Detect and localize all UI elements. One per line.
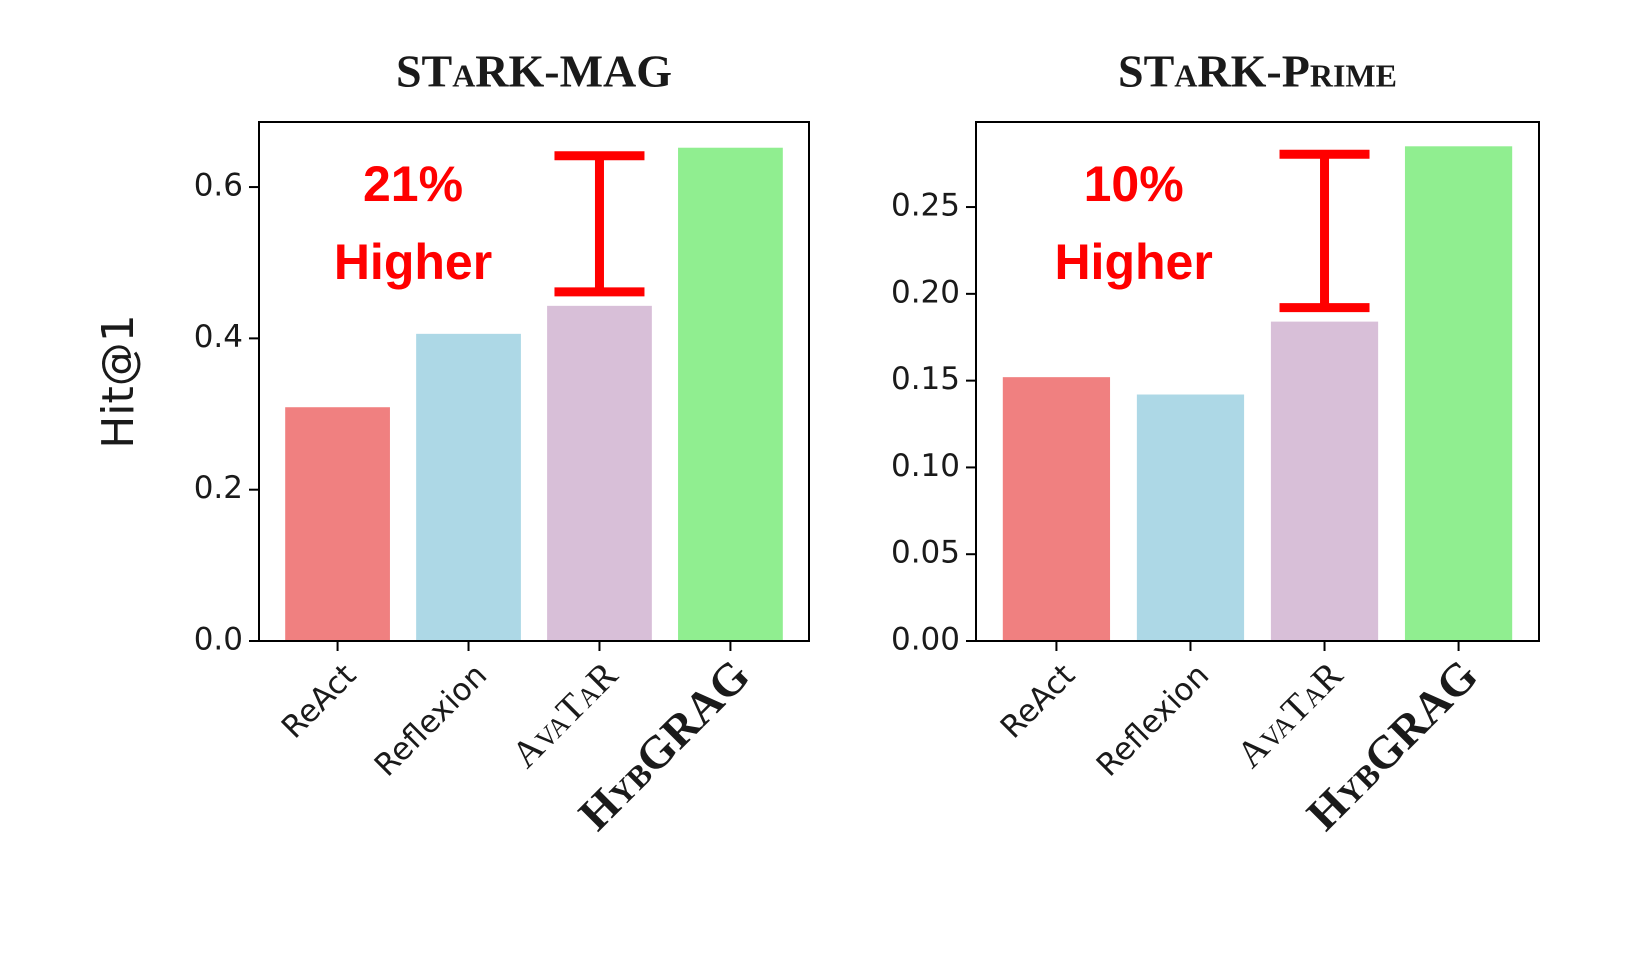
y-axis-label: Hit@1 (93, 314, 144, 449)
y-tick-label: 0.2 (194, 470, 243, 506)
y-tick-label: 0.6 (194, 168, 243, 204)
y-tick-label: 0.05 (891, 535, 960, 571)
chart-title: STaRK-MAG (396, 46, 672, 97)
improvement-bracket (1279, 149, 1370, 313)
bar (1404, 146, 1513, 641)
bar (416, 333, 521, 641)
x-tick-label: AvaTaR (1229, 653, 1352, 776)
chart-title: STaRK-Prime (1118, 46, 1397, 97)
y-tick-label: 0.15 (891, 361, 960, 397)
x-tick-label: Reflexion (368, 657, 494, 783)
y-tick-label: 0.20 (891, 274, 960, 310)
bar (547, 305, 652, 641)
axes-frame (975, 121, 1540, 642)
x-tick-label: ReAct (275, 657, 363, 745)
y-tick-label: 0.25 (891, 188, 960, 224)
x-tick-label: ReAct (994, 657, 1082, 745)
annotation: Higher (334, 234, 492, 290)
x-tick-label: Reflexion (1090, 657, 1216, 783)
axes-frame (258, 121, 810, 642)
y-tick-label: 0.00 (891, 622, 960, 658)
bar (1002, 377, 1111, 641)
y-tick-label: 0.4 (194, 319, 243, 355)
bar (285, 407, 390, 641)
x-tick-label: AvaTaR (504, 653, 627, 776)
annotation: 10% (1084, 156, 1184, 212)
improvement-bracket (554, 151, 645, 297)
annotation: 21% (363, 156, 463, 212)
bar (1136, 394, 1245, 641)
y-tick-label: 0.10 (891, 448, 960, 484)
bar (678, 147, 783, 642)
bar (1270, 321, 1379, 641)
annotation: Higher (1054, 234, 1212, 290)
y-tick-label: 0.0 (194, 622, 243, 658)
